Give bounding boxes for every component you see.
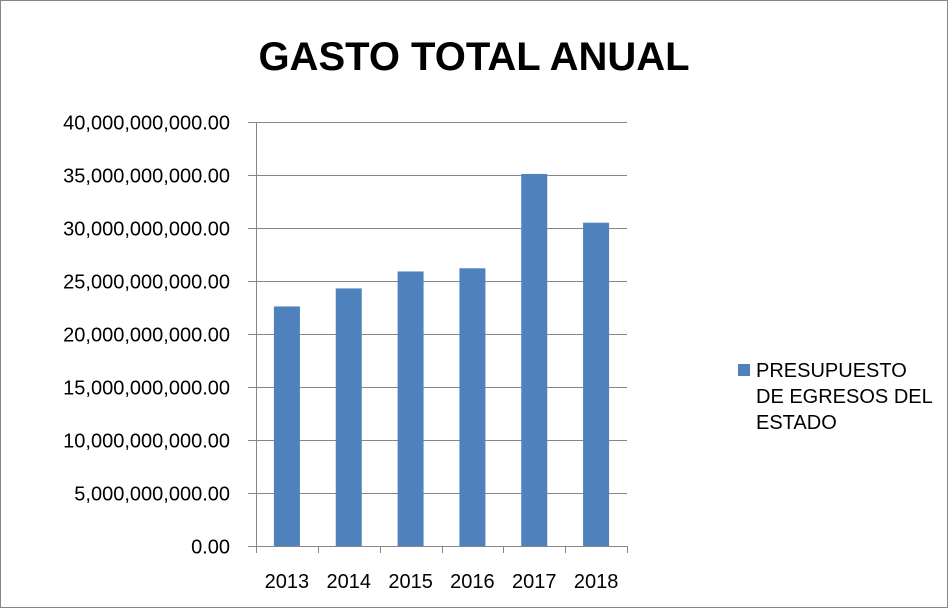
bar (521, 173, 548, 546)
y-tick-label: 30,000,000,000.00 (63, 219, 230, 241)
y-tick-label: 40,000,000,000.00 (63, 113, 230, 135)
y-tick-label: 20,000,000,000.00 (63, 325, 230, 347)
x-tick-label: 2017 (512, 571, 557, 593)
y-tick-label: 35,000,000,000.00 (63, 166, 230, 188)
x-tick-label: 2015 (388, 571, 433, 593)
y-tick-label: 5,000,000,000.00 (74, 484, 230, 506)
legend-label: PRESUPUESTO DE EGRESOS DEL ESTADO (756, 360, 932, 434)
legend: PRESUPUESTO DE EGRESOS DEL ESTADO (738, 358, 936, 436)
bar (335, 288, 362, 546)
bar (397, 271, 424, 546)
bar (583, 222, 610, 546)
y-tick-label: 25,000,000,000.00 (63, 272, 230, 294)
legend-swatch (738, 364, 750, 376)
y-tick-label: 10,000,000,000.00 (63, 431, 230, 453)
bar (273, 306, 300, 546)
x-tick-label: 2018 (574, 571, 619, 593)
x-tick-label: 2016 (450, 571, 495, 593)
x-tick-label: 2014 (327, 571, 372, 593)
y-tick-label: 0.00 (191, 537, 230, 559)
y-tick-label: 15,000,000,000.00 (63, 378, 230, 400)
chart-title: GASTO TOTAL ANUAL (258, 35, 690, 79)
x-tick-label: 2013 (265, 571, 310, 593)
bar (459, 268, 486, 546)
